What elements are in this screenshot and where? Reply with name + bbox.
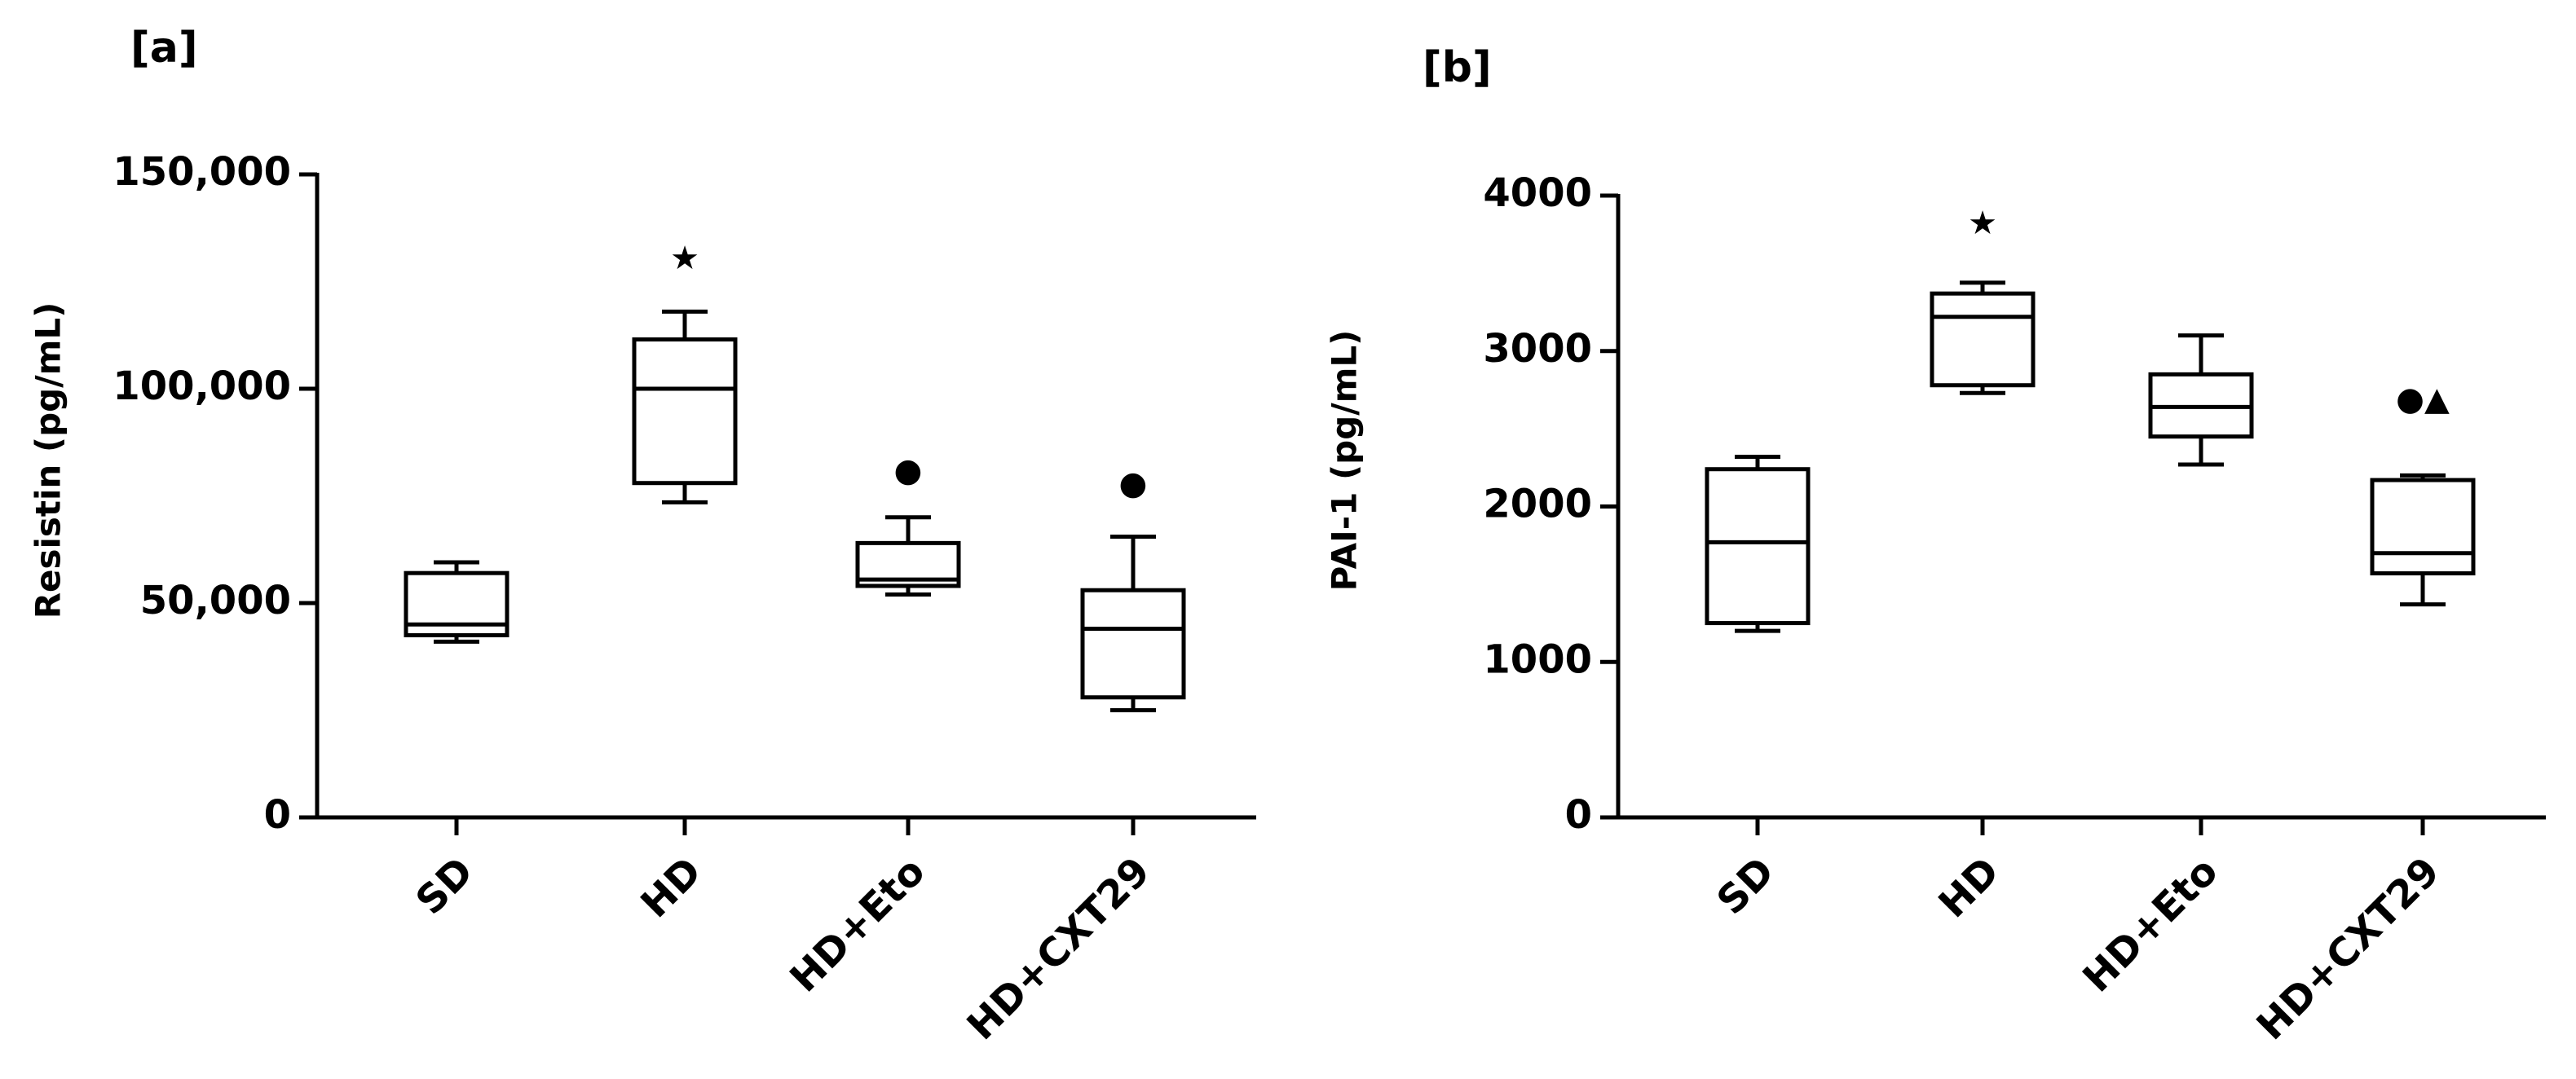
significance-marker: ● (894, 452, 923, 490)
y-axis-title: PAI-1 (pg/mL) (1325, 330, 1365, 592)
box (632, 337, 738, 486)
y-tick-label: 1000 (1483, 636, 1592, 682)
y-tick-label: 0 (264, 792, 291, 838)
x-tick-label: SD (407, 848, 482, 923)
significance-marker: ★ (1968, 205, 1997, 242)
box (1080, 588, 1186, 700)
y-tick-label: 150,000 (112, 149, 291, 195)
y-tick-label: 4000 (1483, 170, 1592, 216)
x-tick-label: SD (1708, 848, 1783, 923)
significance-marker: ★ (670, 240, 699, 277)
significance-marker: ● (1119, 465, 1148, 502)
y-tick-label: 3000 (1483, 326, 1592, 372)
significance-marker: ●▲ (2396, 381, 2450, 418)
box (1930, 291, 2036, 388)
box (1705, 467, 1811, 626)
panel-label: [a] (130, 24, 198, 73)
y-tick-label: 100,000 (112, 363, 291, 409)
x-tick-label: HD+Eto (2074, 848, 2226, 1001)
x-tick-label: HD+CXT29 (959, 848, 1159, 1049)
y-tick-label: 0 (1565, 792, 1592, 838)
box (2370, 478, 2476, 576)
y-axis-title: Resistin (pg/mL) (29, 302, 68, 619)
x-tick-label: HD+CXT29 (2248, 848, 2449, 1049)
x-tick-label: HD+Eto (781, 848, 933, 1001)
y-tick-label: 50,000 (140, 578, 291, 623)
x-tick-label: HD (633, 848, 711, 927)
y-tick-label: 2000 (1483, 482, 1592, 527)
panel-label: [b] (1423, 43, 1492, 92)
x-tick-label: HD (1930, 848, 2009, 927)
